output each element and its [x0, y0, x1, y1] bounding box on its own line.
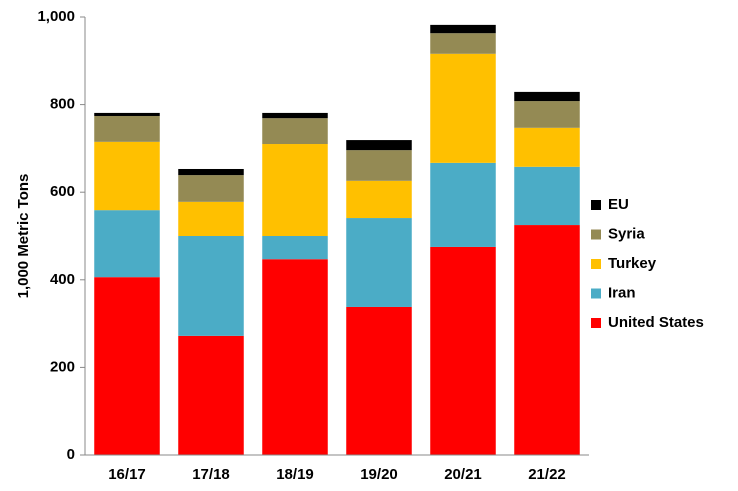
bar-segment	[346, 150, 412, 181]
bar-segment	[262, 236, 328, 260]
bar-segment	[94, 115, 160, 142]
legend-label: EU	[608, 196, 629, 213]
legend-label: Iran	[608, 284, 636, 301]
legend-swatch	[591, 259, 601, 269]
y-tick-label: 600	[50, 183, 75, 200]
bar-segment	[178, 201, 244, 236]
y-tick-label: 200	[50, 358, 75, 375]
x-tick-label: 18/19	[276, 466, 314, 483]
bar-segment	[514, 101, 580, 128]
bar-segment	[514, 225, 580, 455]
y-tick-label: 400	[50, 271, 75, 288]
legend-label: Turkey	[608, 255, 657, 272]
bar-segment	[346, 218, 412, 307]
bar-segment	[514, 91, 580, 102]
legend-label: United States	[608, 314, 704, 331]
bar-segment	[94, 277, 160, 455]
bar-segment	[178, 335, 244, 455]
x-tick-label: 21/22	[528, 466, 566, 483]
x-tick-label: 16/17	[108, 466, 146, 483]
bar-segment	[346, 180, 412, 219]
bar-segment	[94, 210, 160, 278]
bar-segment	[430, 33, 496, 54]
bar-segment	[346, 140, 412, 151]
y-axis-label: 1,000 Metric Tons	[15, 174, 32, 299]
y-tick-label: 0	[67, 446, 75, 463]
bar-segment	[178, 168, 244, 176]
bar-segment	[262, 259, 328, 455]
bar-segment	[430, 162, 496, 247]
x-tick-label: 20/21	[444, 466, 482, 483]
bar-segment	[178, 236, 244, 336]
legend-swatch	[591, 200, 601, 210]
x-tick-label: 19/20	[360, 466, 398, 483]
bar-segment	[178, 175, 244, 202]
x-tick-label: 17/18	[192, 466, 230, 483]
legend-swatch	[591, 318, 601, 328]
bar-segment	[514, 166, 580, 226]
bar-segment	[94, 112, 160, 116]
bar-segment	[346, 306, 412, 455]
bar-segment	[94, 141, 160, 211]
y-tick-label: 1,000	[37, 8, 75, 25]
bar-segment	[430, 246, 496, 455]
legend-swatch	[591, 288, 601, 299]
bar-segment	[262, 118, 328, 145]
legend-swatch	[591, 229, 601, 240]
bar-segment	[430, 53, 496, 163]
legend-label: Syria	[608, 225, 645, 242]
bar-segment	[262, 144, 328, 236]
bar-segment	[262, 112, 328, 119]
y-tick-label: 800	[50, 96, 75, 113]
bar-segment	[430, 24, 496, 34]
bar-segment	[514, 127, 580, 167]
